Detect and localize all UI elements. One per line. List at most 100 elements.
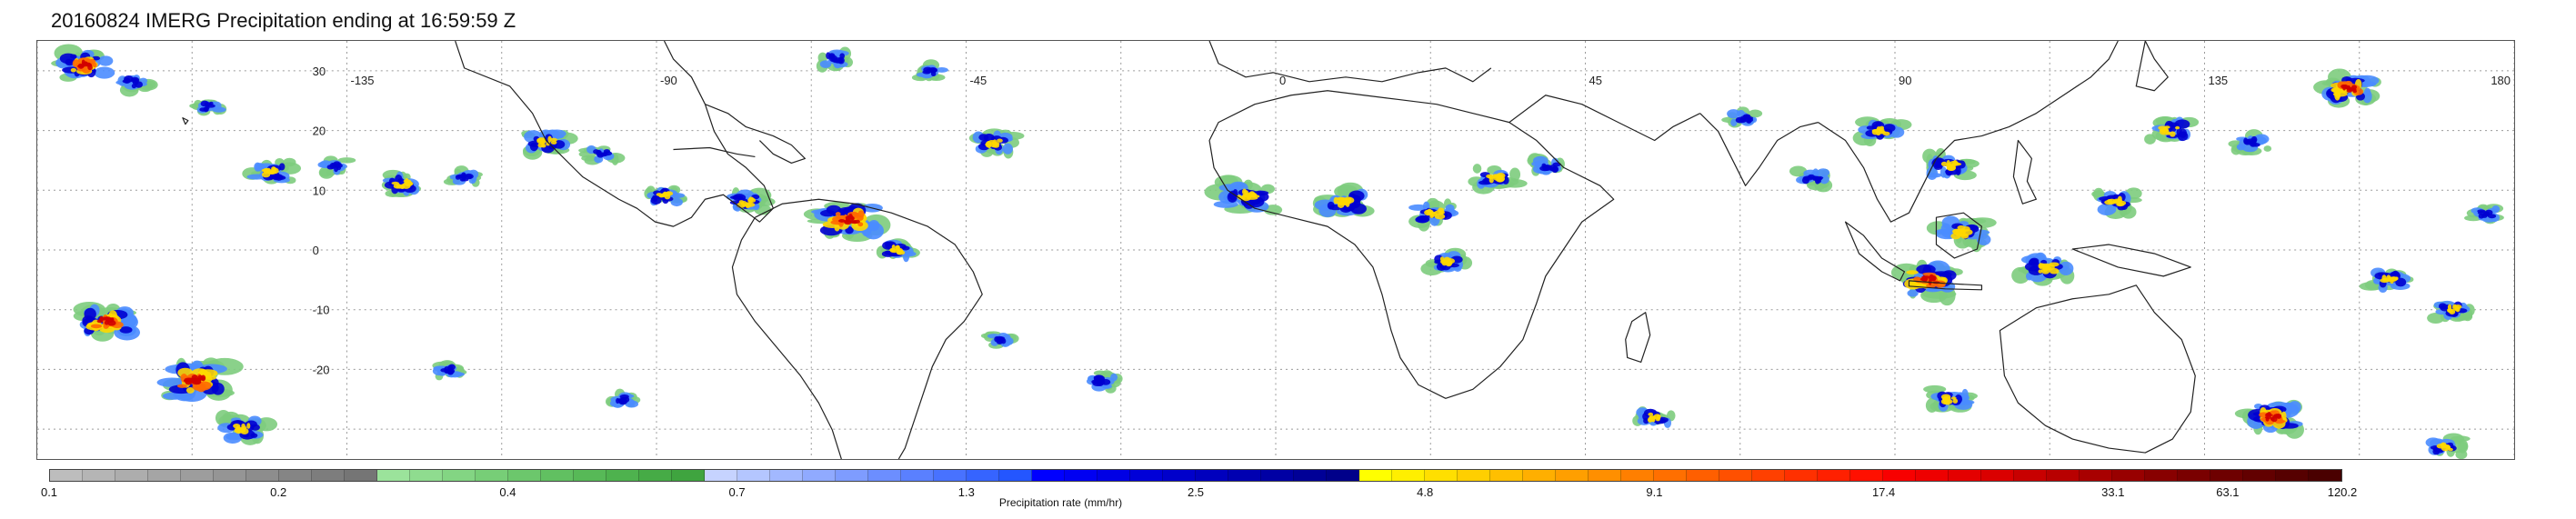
coastline-florida-gulf	[705, 104, 806, 165]
colorbar-swatch	[312, 470, 345, 481]
colorbar-swatch	[1523, 470, 1556, 481]
colorbar-swatch	[83, 470, 115, 481]
coastline-japan	[2135, 41, 2169, 92]
precip-cell	[2228, 129, 2272, 156]
colorbar-swatch	[999, 470, 1032, 481]
colorbar-tick-label: 63.1	[2216, 485, 2240, 499]
longitude-label: 135	[2208, 74, 2228, 87]
coastline-caribbean-cuba	[673, 146, 756, 158]
precip-cell	[1527, 153, 1565, 176]
latitude-label: -20	[313, 363, 330, 376]
latitude-labels: 30 20 10 0 -10 -20	[313, 65, 330, 377]
precip-cell	[605, 388, 641, 408]
precip-cell	[2091, 187, 2142, 219]
colorbar-swatch	[2276, 470, 2309, 481]
coastline-java	[1908, 280, 1983, 291]
precip-cell	[1890, 259, 1963, 306]
colorbar-title-row: Precipitation rate (mm/hr)	[0, 496, 2576, 509]
precip-cell	[115, 75, 158, 97]
colorbar-swatch	[770, 470, 803, 481]
colorbar-swatch	[836, 470, 868, 481]
coastline-indonesia-sumatra	[1844, 221, 1906, 282]
colorbar-swatch	[1949, 470, 1981, 481]
colorbar-swatch	[1818, 470, 1850, 481]
precip-cell	[1204, 175, 1283, 215]
precip-cell	[1923, 384, 1978, 413]
colorbar-swatch	[2210, 470, 2243, 481]
precip-cell	[1922, 147, 1980, 181]
precip-cell	[644, 185, 687, 207]
colorbar-swatch	[345, 470, 377, 481]
colorbar-swatch	[934, 470, 967, 481]
precipitation-map: -135 -90 -45 0 45 90 135 180 30 20 10 0 -10 -20	[36, 40, 2515, 460]
precip-cell	[215, 410, 278, 445]
precip-cell	[242, 157, 302, 185]
precip-cell	[2234, 399, 2304, 439]
colorbar-swatch	[1065, 470, 1098, 481]
colorbar-tick-label: 1.3	[957, 485, 975, 499]
coastline-arabia	[1509, 95, 1700, 142]
colorbar-swatch	[1916, 470, 1949, 481]
colorbar-tick-labels: 0.1 0.2 0.4 0.7 1.3 2.5 4.8 9.1 17.4 33.1 63.1 120.…	[41, 485, 2357, 500]
precip-cell	[2011, 252, 2075, 286]
colorbar-swatch	[1621, 470, 1654, 481]
map-title: 20160824 IMERG Precipitation ending at 1…	[51, 9, 516, 32]
coastline-north-america	[455, 41, 775, 227]
colorbar-swatch	[1458, 470, 1490, 481]
longitude-label: -90	[660, 74, 677, 87]
colorbar-swatch	[1163, 470, 1196, 481]
colorbar-swatch	[1294, 470, 1327, 481]
colorbar-tick-label: 0.4	[499, 485, 516, 499]
precip-cell	[968, 128, 1025, 159]
colorbar-swatch	[574, 470, 606, 481]
coastlines	[182, 41, 2196, 459]
precip-cell	[1420, 247, 1473, 276]
colorbar-swatch	[2112, 470, 2145, 481]
precip-cell	[2144, 115, 2200, 145]
precip-cell	[1086, 370, 1123, 394]
colorbar-swatch	[1130, 470, 1163, 481]
colorbar-swatch	[2178, 470, 2210, 481]
colorbar-swatch	[901, 470, 934, 481]
precip-cell	[876, 238, 920, 263]
colorbar-swatch	[148, 470, 181, 481]
colorbar-swatch	[115, 470, 148, 481]
precip-cell	[1789, 165, 1833, 193]
colorbar-tick-label: 0.2	[270, 485, 287, 499]
colorbar-swatch	[1687, 470, 1719, 481]
colorbar-tick-label: 120.2	[2327, 485, 2358, 499]
colorbar-swatch	[443, 470, 476, 481]
precip-cell	[2359, 267, 2414, 294]
precip-cell	[1926, 215, 1997, 253]
colorbar-swatch	[279, 470, 312, 481]
coastline-philippines	[2012, 139, 2037, 205]
precip-cell	[381, 169, 422, 198]
precip-cell	[578, 145, 626, 165]
colorbar-swatch	[1883, 470, 1916, 481]
colorbar-swatch	[2145, 470, 2178, 481]
precip-cell	[1312, 182, 1375, 218]
colorbar-swatch	[214, 470, 246, 481]
coastline-australia	[1999, 284, 2196, 454]
colorbar-swatch	[476, 470, 508, 481]
colorbar-swatch	[2014, 470, 2047, 481]
precip-cell	[443, 165, 483, 187]
colorbar-swatch	[181, 470, 214, 481]
precip-cell	[51, 44, 115, 82]
colorbar-swatch	[1556, 470, 1589, 481]
colorbar-swatch	[1654, 470, 1687, 481]
colorbar-swatch	[1785, 470, 1818, 481]
colorbar-swatch	[737, 470, 770, 481]
precip-cell	[911, 59, 948, 82]
colorbar-swatch	[639, 470, 672, 481]
precip-cell	[1852, 116, 1912, 147]
coastline-south-america	[731, 198, 983, 459]
map-canvas: -135 -90 -45 0 45 90 135 180 30 20 10 0 -10 -20	[37, 41, 2514, 459]
colorbar-swatch	[508, 470, 541, 481]
latitude-label: 20	[313, 125, 326, 138]
colorbar-swatch	[1098, 470, 1130, 481]
coastline-hawaii	[182, 117, 189, 125]
latitude-label: 10	[313, 184, 326, 197]
precip-cell	[803, 201, 891, 242]
graticule	[37, 41, 2514, 459]
